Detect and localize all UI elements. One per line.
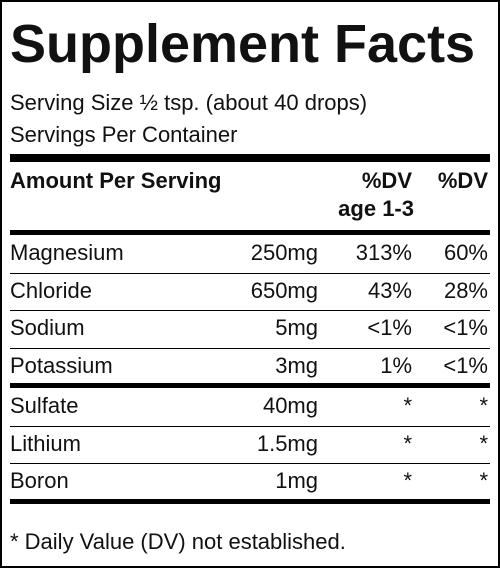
thin-rule [10, 347, 490, 349]
dv-adult: * [479, 430, 488, 456]
dv-child: * [403, 430, 412, 456]
amount: 3mg [275, 352, 318, 378]
header-dv-adult: %DV [437, 168, 488, 193]
amount: 1.5mg [256, 430, 318, 456]
amount: 5mg [275, 315, 318, 340]
dv-adult: 60% [443, 240, 488, 265]
nutrient-name: Magnesium [10, 240, 124, 265]
dv-adult: <1% [443, 315, 488, 340]
nutrient-name: Potassium [10, 352, 113, 378]
dv-adult: * [479, 468, 488, 493]
nutrient-name: Lithium [10, 430, 81, 456]
nutrient-name: Chloride [10, 277, 92, 303]
thick-rule [10, 154, 490, 162]
dv-child: 1% [380, 352, 412, 378]
nutrient-name: Sulfate [10, 393, 79, 418]
nutrient-name: Sodium [10, 315, 85, 340]
amount: 650mg [250, 277, 318, 303]
dv-adult: <1% [443, 352, 488, 378]
thick-rule [10, 230, 490, 235]
thin-rule [10, 425, 490, 427]
dv-child: * [403, 393, 412, 418]
amount: 40mg [262, 393, 318, 418]
header-dv-child-age: age 1-3 [338, 196, 414, 221]
servings-per-container: Servings Per Container [10, 122, 238, 147]
amount: 250mg [250, 240, 318, 265]
dv-child: 313% [355, 240, 412, 265]
serving-size: Serving Size ½ tsp. (about 40 drops) [10, 90, 368, 115]
header-amount: Amount Per Serving [10, 168, 222, 193]
thick-rule [10, 498, 490, 504]
amount: 1mg [275, 468, 318, 493]
title: Supplement Facts [10, 14, 476, 74]
footnote: * Daily Value (DV) not established. [10, 529, 346, 554]
thick-rule [10, 383, 490, 388]
dv-adult: * [479, 393, 488, 418]
thin-rule [10, 272, 490, 274]
dv-child: 43% [367, 277, 412, 303]
dv-adult: 28% [443, 277, 488, 303]
dv-child: <1% [367, 315, 412, 340]
nutrient-name: Boron [10, 468, 69, 493]
header-dv-child: %DV [361, 168, 412, 193]
dv-child: * [403, 468, 412, 493]
thin-rule [10, 310, 490, 311]
thin-rule [10, 463, 490, 464]
